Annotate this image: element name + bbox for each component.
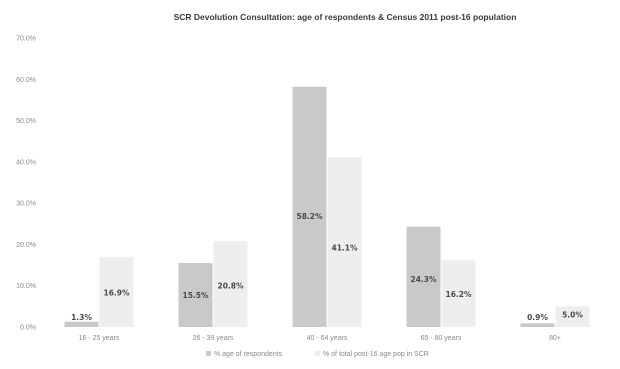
data-label-series-2-5: 5.0% — [562, 311, 583, 320]
y-axis: 0.0% 10.0% 20.0% 30.0% 40.0% 50.0% 60.0% 70.0% — [16, 36, 36, 332]
bar-series-1-4 — [406, 226, 441, 327]
data-label-series-1-1: 1.3% — [71, 313, 92, 322]
y-tick-label: 10.0% — [16, 283, 36, 290]
y-tick-label: 50.0% — [16, 118, 36, 125]
data-labels: 1.3% 16.9% 15.5% 20.8% 58.2% 41.1% 24.3% 16.2% 0… — [71, 212, 583, 322]
data-label-series-1-5: 0.9% — [527, 313, 548, 322]
x-tick-label: 16 - 25 years — [79, 335, 120, 342]
bar-series-1-5 — [520, 323, 555, 327]
data-label-series-2-2: 20.8% — [217, 281, 244, 290]
data-label-series-2-4: 16.2% — [445, 290, 472, 299]
y-tick-label: 70.0% — [16, 36, 36, 43]
bar-series-1-1 — [64, 321, 99, 327]
y-tick-label: 20.0% — [16, 242, 36, 249]
bar-series-2-4 — [441, 260, 476, 327]
bar-series-1-2 — [178, 263, 213, 327]
data-label-series-1-3: 58.2% — [296, 212, 323, 221]
x-tick-label: 80+ — [549, 335, 561, 342]
legend-label-1: % age of respondents — [214, 351, 283, 358]
legend-swatch-2 — [315, 351, 320, 356]
y-tick-label: 60.0% — [16, 77, 36, 84]
x-tick-label: 65 - 80 years — [421, 335, 462, 342]
bar-series-1-3 — [292, 86, 327, 328]
x-tick-label: 26 - 39 years — [193, 335, 234, 342]
y-tick-label: 30.0% — [16, 201, 36, 208]
bar-series-2-5 — [555, 306, 590, 327]
y-tick-label: 40.0% — [16, 159, 36, 166]
bar-series-2-3 — [327, 157, 362, 327]
data-label-series-1-4: 24.3% — [410, 275, 437, 284]
data-label-series-2-3: 41.1% — [331, 244, 358, 253]
bar-series-2-2 — [213, 241, 248, 327]
chart-title: SCR Devolution Consultation: age of resp… — [174, 12, 517, 22]
data-label-series-1-2: 15.5% — [182, 291, 209, 300]
data-label-series-2-1: 16.9% — [103, 289, 130, 298]
legend: % age of respondents % of total post-16 a… — [206, 351, 429, 358]
legend-swatch-1 — [206, 351, 211, 356]
y-tick-label: 0.0% — [20, 325, 36, 332]
x-axis: 16 - 25 years 26 - 39 years 40 - 64 years 6… — [79, 335, 561, 342]
legend-label-2: % of total post-16 age pop in SCR — [323, 351, 429, 358]
bars — [64, 86, 590, 328]
x-tick-label: 40 - 64 years — [307, 335, 348, 342]
bar-series-2-1 — [99, 257, 134, 327]
